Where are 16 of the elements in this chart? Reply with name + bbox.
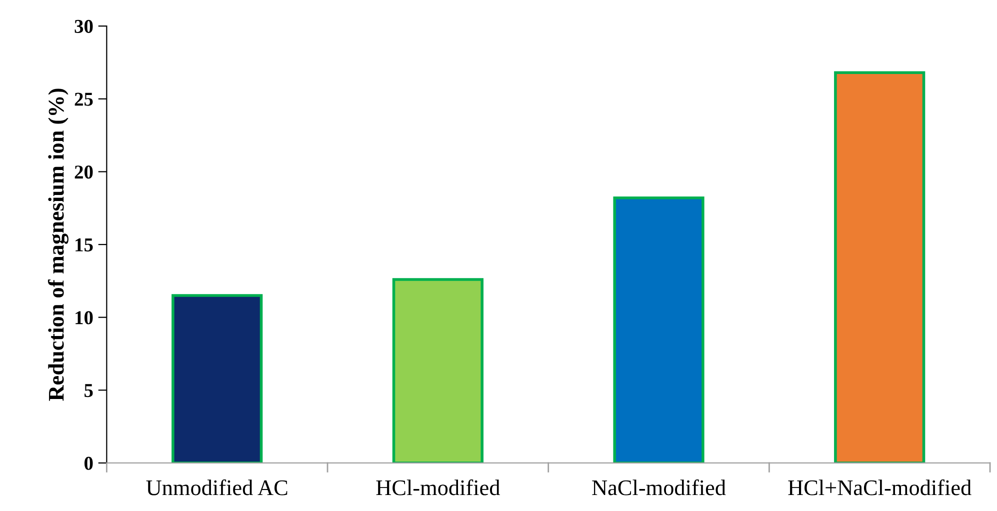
x-tick-label: HCl+NaCl-modified	[788, 479, 972, 496]
y-tick-label: 30	[74, 20, 93, 33]
y-tick-label: 20	[74, 166, 93, 179]
y-tick-label: 5	[84, 384, 93, 398]
bar	[834, 71, 926, 463]
x-tick-label: Unmodified AC	[146, 479, 288, 496]
bar	[172, 294, 263, 463]
bar	[613, 196, 704, 463]
y-axis-title: Reduction of magnesium ion (%)	[48, 88, 68, 401]
y-tick-label: 0	[84, 456, 93, 470]
y-tick-label: 25	[74, 92, 93, 106]
y-tick-label: 10	[76, 311, 93, 324]
x-tick-label: HCl-modified	[376, 479, 500, 496]
x-tick-label: NaCl-modified	[592, 479, 726, 496]
y-tick-label: 15	[76, 238, 93, 252]
bar	[392, 278, 484, 463]
